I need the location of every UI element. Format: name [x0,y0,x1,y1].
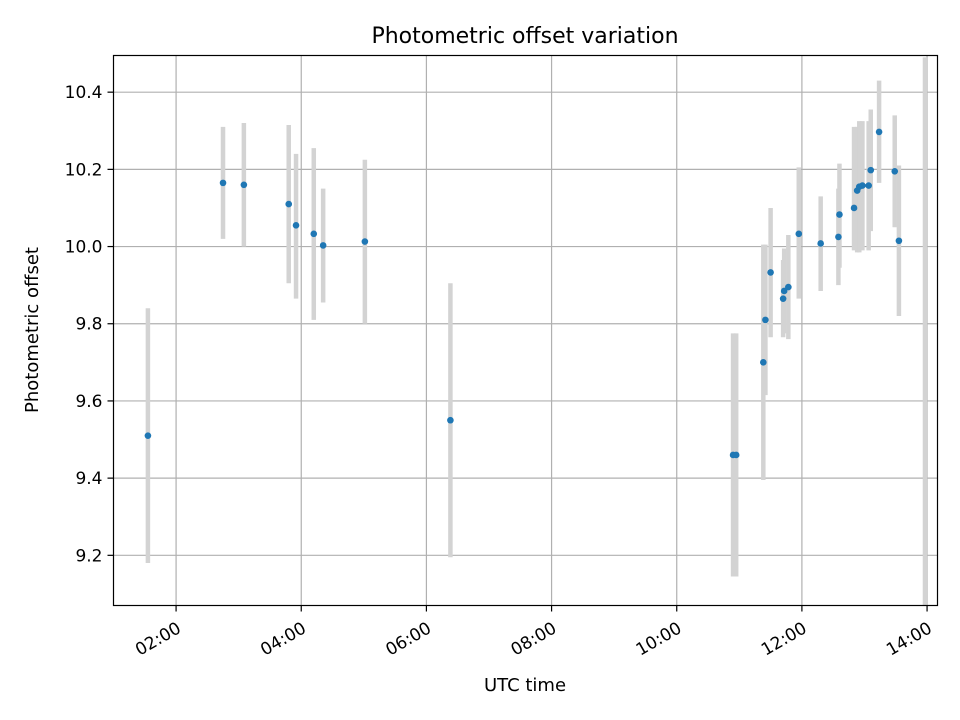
y-tick-label: 9.8 [75,315,102,335]
data-point [144,432,152,439]
data-point [779,295,787,302]
data-point [859,182,866,189]
y-axis: 9.2 9.4 9.6 9.8 10.0 10.2 10.4 [65,83,114,566]
data-point [891,167,899,175]
data-point [865,182,872,189]
y-tick-label: 9.6 [75,392,102,412]
data-point [760,359,767,366]
data-point [895,237,903,245]
data-point [732,451,740,459]
y-axis-title: Photometric offset [22,247,43,413]
y-tick-label: 9.4 [75,469,102,489]
data-point [875,128,883,136]
data-point [780,287,788,295]
y-tick-label: 10.4 [65,83,103,103]
data-point [240,181,248,189]
data-point [850,204,858,212]
data-point [817,240,824,247]
data-point [292,222,300,229]
y-tick-label: 10.0 [65,238,103,258]
data-point [285,200,293,208]
y-tick-label: 10.2 [65,160,103,180]
data-point [785,283,792,291]
plot-frame [112,54,939,607]
data-point [795,230,803,238]
data-point [319,242,327,249]
data-point [310,230,318,238]
chart-title: Photometric offset variation [371,24,678,49]
data-point [867,166,875,174]
data-point [836,211,843,218]
y-tick-label: 9.2 [75,546,102,566]
x-axis-title: UTC time [484,675,566,696]
data-points [144,128,903,459]
data-point [767,269,774,276]
data-point [835,233,842,241]
data-point [762,316,769,324]
data-point [361,238,369,245]
data-point [447,416,454,424]
data-point [219,179,227,187]
